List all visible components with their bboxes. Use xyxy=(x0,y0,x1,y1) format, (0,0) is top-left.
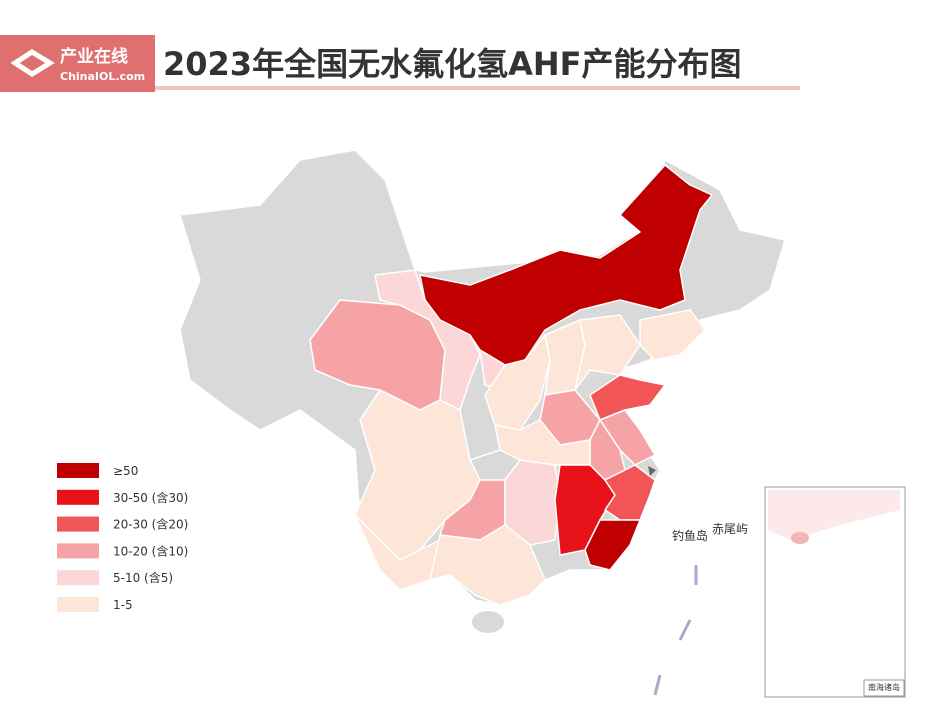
legend-label: 1-5 xyxy=(113,598,133,612)
legend-label: 5-10 (含5) xyxy=(113,570,173,585)
page-title: 2023年全国无水氟化氢AHF产能分布图 xyxy=(163,45,741,83)
title-underline xyxy=(155,86,800,90)
hainan xyxy=(472,611,504,633)
legend-swatch xyxy=(57,489,99,505)
guangxi xyxy=(429,524,546,606)
legend-swatch xyxy=(57,516,99,532)
boundary-dash xyxy=(653,674,662,696)
island-label: 赤尾屿 xyxy=(712,522,748,536)
logo-en: ChinaIOL.com xyxy=(60,70,145,83)
logo-cn: 产业在线 xyxy=(60,46,128,67)
legend: ≥50 30-50 (含30) 20-30 (含20) 10-20 (含10) 5-10… xyxy=(57,463,188,612)
island-label: 钓鱼岛 xyxy=(672,528,708,543)
inset-label: 南海诸岛 xyxy=(868,682,900,692)
legend-swatch xyxy=(57,597,99,612)
logo-box xyxy=(0,35,155,92)
gansu xyxy=(374,269,481,411)
sea-boundary xyxy=(653,565,698,696)
inset-label-box xyxy=(863,679,905,697)
legend-label: ≥50 xyxy=(113,464,138,478)
legend-label: 10-20 (含10) xyxy=(113,543,188,558)
legend-swatch xyxy=(57,463,99,478)
hebei xyxy=(574,314,641,391)
legend-label: 20-30 (含20) xyxy=(113,517,188,532)
legend-label: 30-50 (含30) xyxy=(113,490,188,505)
boundary-dash xyxy=(678,619,692,641)
inset: 南海诸岛 xyxy=(764,486,906,698)
shanghai xyxy=(648,466,656,476)
map: 钓鱼岛 赤尾屿 xyxy=(179,149,786,696)
legend-swatch xyxy=(57,570,99,586)
inset-land xyxy=(768,490,900,540)
legend-swatch xyxy=(57,543,99,559)
fujian xyxy=(584,519,641,571)
logo-icon xyxy=(10,49,55,77)
liaoning xyxy=(639,309,706,361)
shaanxi xyxy=(484,334,551,431)
inset-island xyxy=(791,532,809,544)
